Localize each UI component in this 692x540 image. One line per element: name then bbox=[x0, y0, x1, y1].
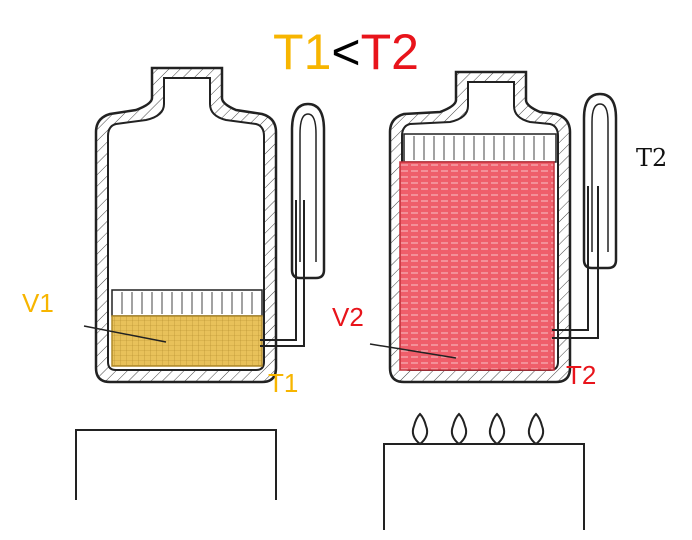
right-thermometer bbox=[582, 92, 618, 270]
right-piston bbox=[403, 133, 557, 163]
left-tube bbox=[260, 200, 305, 347]
flame-icons bbox=[411, 412, 545, 446]
right-pointer bbox=[369, 343, 457, 359]
label-t1: T1 bbox=[268, 368, 298, 398]
left-gas bbox=[111, 315, 263, 367]
right-burner bbox=[383, 412, 585, 530]
title-t2: T2 bbox=[360, 24, 419, 80]
left-pointer bbox=[83, 325, 167, 343]
flame-icon bbox=[488, 412, 506, 446]
label-t2: T2 bbox=[566, 360, 596, 390]
left-stand bbox=[75, 429, 277, 500]
flame-icon bbox=[411, 412, 429, 446]
right-tube bbox=[552, 186, 599, 339]
label-thermometer-t2: T2 bbox=[636, 144, 667, 172]
right-cylinder bbox=[369, 70, 618, 384]
right-gas bbox=[399, 161, 555, 371]
label-v2: V2 bbox=[332, 302, 364, 332]
left-piston bbox=[111, 289, 263, 317]
left-thermometer bbox=[290, 102, 326, 280]
title-operator: < bbox=[331, 24, 361, 80]
left-cylinder bbox=[83, 66, 326, 384]
title: T1<T2 bbox=[0, 22, 692, 82]
title-t1: T1 bbox=[273, 24, 332, 80]
label-v1: V1 bbox=[22, 288, 54, 318]
flame-icon bbox=[527, 412, 545, 446]
flame-icon bbox=[450, 412, 468, 446]
